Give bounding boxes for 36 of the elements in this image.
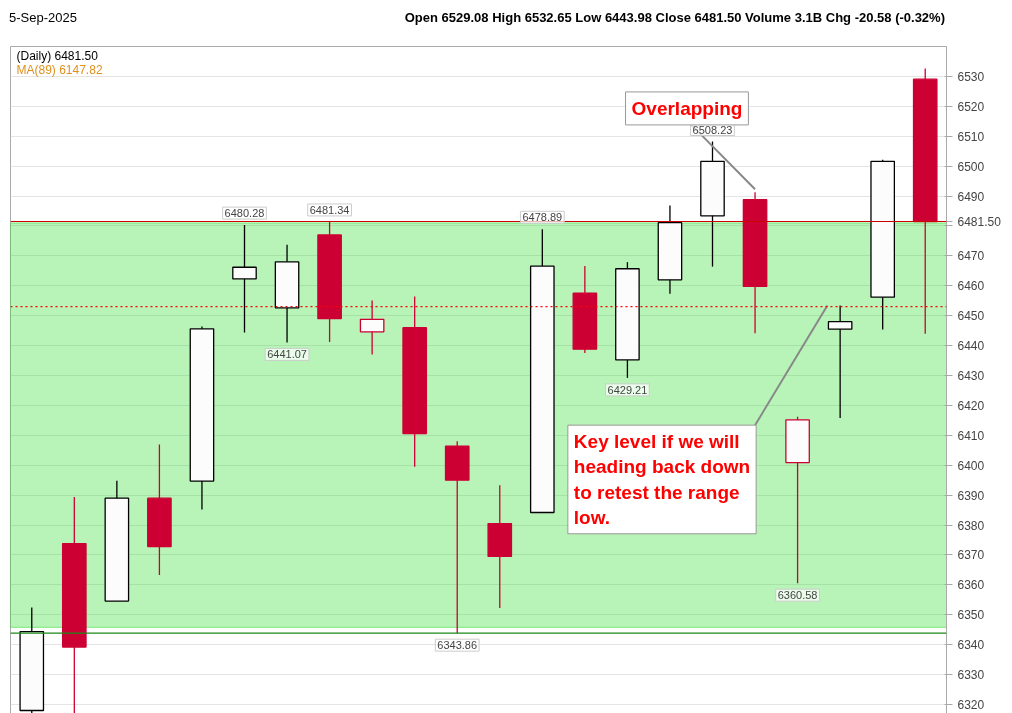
chart-title: 5-Sep-2025 (9, 9, 77, 27)
y-tick-label: 6430 (957, 369, 985, 384)
y-tick-label: 6370 (957, 548, 985, 563)
y-tick-label: 6440 (957, 339, 985, 354)
annotation: 6360.58 (777, 589, 818, 602)
y-tick-label: 6410 (957, 428, 985, 443)
y-tick-label: 6530 (957, 69, 985, 84)
annotation: 6481.34 (309, 203, 350, 216)
annotation: 6429.21 (607, 383, 648, 396)
y-tick-label: 6460 (957, 279, 985, 294)
y-tick-label: 6420 (957, 398, 985, 413)
annotation: 6343.86 (437, 639, 478, 652)
y-tick-label: 6380 (957, 518, 985, 533)
annotation: 6478.89 (522, 211, 563, 224)
y-tick-label: 6470 (957, 249, 985, 264)
annotation: MA(89) 6147.82 (16, 62, 103, 77)
y-tick-label: 6360 (957, 578, 985, 593)
y-tick-label: 6340 (957, 638, 985, 653)
y-tick-label: 6330 (957, 668, 985, 683)
annotation: Key level if we will heading back down to retest the range low. (573, 431, 751, 528)
y-tick-label: 6400 (957, 458, 985, 473)
annotation: 6508.23 (692, 123, 733, 136)
y-tick-label: 6450 (957, 309, 985, 324)
y-tick-label: 6490 (957, 189, 985, 204)
y-tick-label: 6320 (957, 698, 985, 713)
annotation: Overlapping (631, 97, 743, 119)
y-tick-label: 6510 (957, 129, 985, 144)
y-tick-label: 6390 (957, 488, 985, 503)
annotation: 6441.07 (267, 348, 307, 361)
annotation: (Daily) 6481.50 (16, 48, 99, 63)
chart-subtitle: Open 6529.08 High 6532.65 Low 6443.98 Close 6481.50 Volume 3.1B Chg -20.58 (-0.32%) (404, 9, 945, 27)
y-tick-label: 6500 (957, 159, 985, 174)
ref-line-label: 6481.50 (957, 214, 1002, 229)
y-tick-label: 6520 (957, 99, 985, 114)
annotation: 6480.28 (224, 207, 265, 220)
y-tick-label: 6350 (957, 608, 985, 623)
